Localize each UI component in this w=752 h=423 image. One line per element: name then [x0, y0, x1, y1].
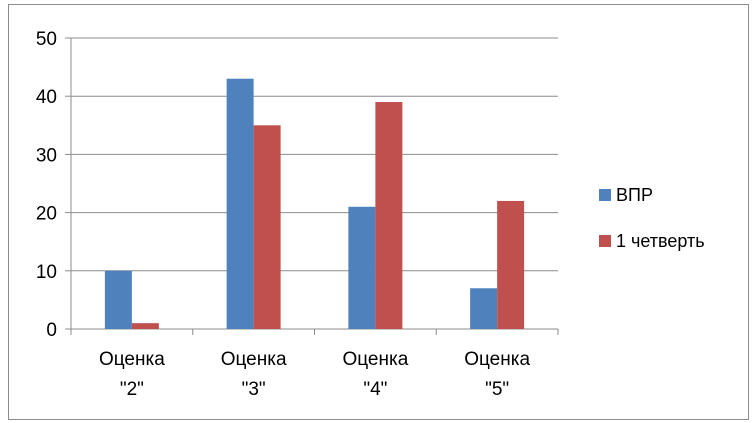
legend: ВПР 1 четверть — [599, 185, 705, 251]
x-tick-label: "3" — [242, 379, 266, 400]
x-tick-label: "2" — [120, 379, 144, 400]
y-tick-label: 10 — [36, 262, 57, 283]
bar — [104, 270, 132, 329]
bar — [226, 78, 254, 330]
legend-swatch — [599, 189, 611, 201]
legend-swatch — [599, 235, 611, 247]
gridlines — [71, 37, 558, 272]
y-tick-label: 30 — [36, 145, 57, 166]
bar — [253, 125, 281, 329]
legend-label: 1 четверть — [616, 231, 705, 251]
bar — [348, 206, 376, 329]
x-tick-label: Оценка — [342, 349, 408, 370]
x-tick-label: Оценка — [464, 349, 530, 370]
x-tick-label: "4" — [363, 379, 387, 400]
tick-labels: 0 10 20 30 40 50 Оценка "2" Оценка "3" Оценка "4" Оц… — [36, 29, 531, 400]
y-tick-label: 0 — [46, 320, 57, 341]
bar — [375, 102, 403, 330]
legend-label: ВПР — [616, 185, 653, 205]
y-tick-label: 50 — [36, 29, 57, 50]
bar — [470, 288, 498, 329]
bar — [497, 200, 525, 329]
x-tick-label: "5" — [485, 379, 509, 400]
y-tick-label: 20 — [36, 204, 57, 225]
x-tick-label: Оценка — [99, 349, 165, 370]
bars — [104, 78, 525, 330]
x-tick-label: Оценка — [221, 349, 287, 370]
y-tick-label: 40 — [36, 87, 57, 108]
bar — [131, 323, 159, 329]
